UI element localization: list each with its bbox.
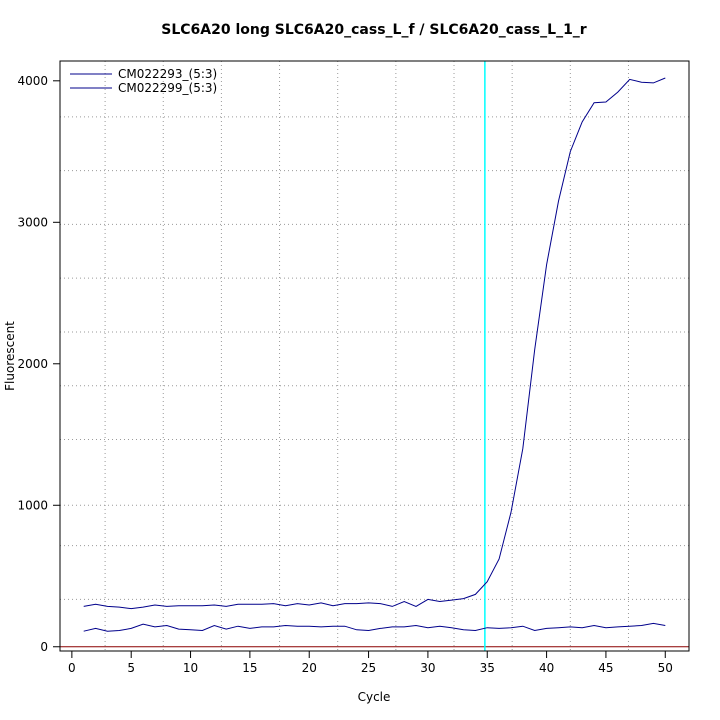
x-tick-label: 25 [361, 661, 376, 675]
reference-lines [60, 61, 689, 651]
series-layer [83, 77, 666, 632]
x-tick-label: 10 [183, 661, 198, 675]
y-tick-label: 3000 [17, 215, 48, 229]
y-tick-label: 1000 [17, 498, 48, 512]
legend: CM022293_(5:3)CM022299_(5:3) [70, 67, 217, 95]
x-tick-label: 50 [658, 661, 673, 675]
x-tick-label: 15 [242, 661, 257, 675]
y-tick-label: 2000 [17, 357, 48, 371]
x-tick-label: 40 [539, 661, 554, 675]
series-line-1 [83, 77, 666, 610]
x-tick-label: 35 [480, 661, 495, 675]
grid-layer [60, 61, 689, 651]
y-axis-label: Fluorescent [3, 321, 17, 391]
x-tick-label: 0 [68, 661, 76, 675]
x-axis: 0 5 10 15 20 25 30 35 40 45 50 [68, 650, 673, 675]
y-tick-label: 4000 [17, 74, 48, 88]
chart-title: SLC6A20 long SLC6A20_cass_L_f / SLC6A20_… [161, 22, 587, 38]
x-tick-label: 30 [420, 661, 435, 675]
x-tick-label: 5 [127, 661, 135, 675]
x-tick-label: 20 [302, 661, 317, 675]
y-axis: 0 1000 2000 3000 4000 [17, 74, 61, 654]
series-line-2 [83, 622, 666, 632]
x-axis-label: Cycle [358, 690, 391, 704]
x-tick-label: 45 [598, 661, 613, 675]
legend-entry-2: CM022299_(5:3) [118, 81, 217, 95]
legend-entry-1: CM022293_(5:3) [118, 67, 217, 81]
y-tick-label: 0 [40, 640, 48, 654]
